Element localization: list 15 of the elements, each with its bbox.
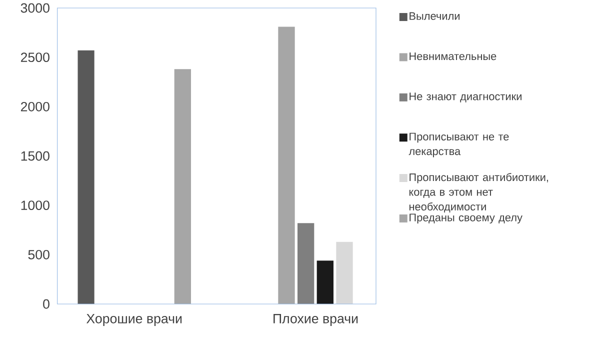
legend-label: Преданы своему делу <box>410 214 522 224</box>
y-tick-label: 1000 <box>21 200 50 210</box>
legend-label: Не знают диагностики <box>410 92 522 102</box>
y-tick-label: 500 <box>28 250 50 260</box>
legend-label: Невнимательные <box>410 52 496 60</box>
y-tick-label: 0 <box>43 299 50 309</box>
x-tick-label: Плохие врачи <box>274 314 358 326</box>
x-tick-label: Хорошие врачи <box>86 314 182 326</box>
y-tick-label: 3000 <box>20 3 50 13</box>
legend-label: Прописывают антибиотики, когда в этом нет необходимости <box>409 173 548 213</box>
legend-label: Прописывают не те лекарства <box>408 132 509 158</box>
y-tick-label: 2000 <box>20 102 50 112</box>
y-tick-label: 2500 <box>20 52 50 62</box>
y-tick-label: 1500 <box>21 151 50 161</box>
legend-label: Вылечили <box>410 12 460 20</box>
